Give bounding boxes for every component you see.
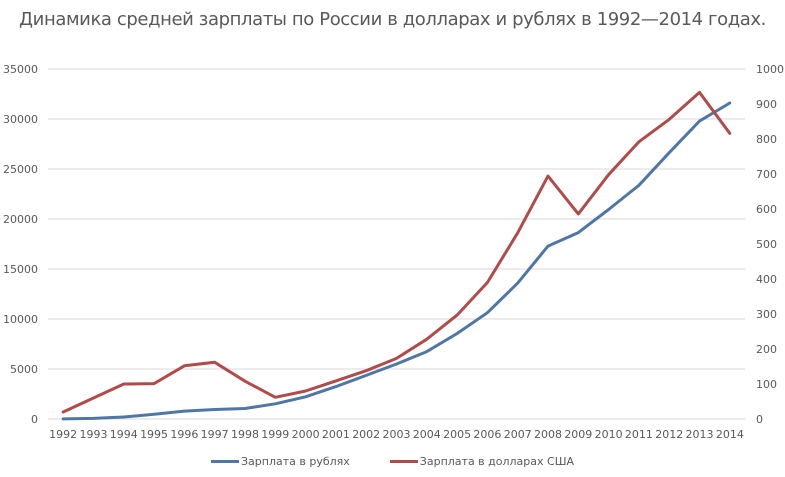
legend-label-rub: Зарплата в рублях <box>241 455 350 468</box>
x-axis-tick-label: 2011 <box>625 428 653 441</box>
legend-label-usd: Зарплата в долларах США <box>419 455 574 468</box>
x-axis-tick-label: 2009 <box>564 428 592 441</box>
left-y-axis: 0 5000 10000 15000 20000 25000 30000 35000 <box>3 63 38 426</box>
x-axis-tick-label: 1999 <box>261 428 289 441</box>
right-axis-tick-label: 600 <box>756 203 777 216</box>
legend-item-rub[interactable]: Зарплата в рублях <box>211 455 350 468</box>
x-axis-tick-label: 2000 <box>292 428 320 441</box>
series-line-rub <box>61 101 732 421</box>
right-axis-tick-label: 700 <box>756 168 777 181</box>
x-axis-tick-label: 1992 <box>49 428 77 441</box>
right-axis-tick-label: 0 <box>756 413 763 426</box>
x-axis-tick-label: 2008 <box>534 428 562 441</box>
x-axis: 1992 1993 1994 1995 1996 1997 1998 1999 2000 2001… <box>49 428 744 441</box>
series-line-usd <box>61 90 732 414</box>
x-axis-tick-label: 1995 <box>140 428 168 441</box>
x-axis-tick-label: 2010 <box>595 428 623 441</box>
left-axis-tick-label: 35000 <box>3 63 38 76</box>
x-axis-tick-label: 2012 <box>655 428 683 441</box>
left-axis-tick-label: 0 <box>31 413 38 426</box>
right-axis-tick-label: 400 <box>756 273 777 286</box>
legend-swatch-rub <box>211 460 239 463</box>
right-axis-tick-label: 200 <box>756 343 777 356</box>
series-lines <box>61 90 732 421</box>
legend-item-usd[interactable]: Зарплата в долларах США <box>389 455 574 468</box>
right-axis-tick-label: 100 <box>756 378 777 391</box>
chart-title-text: Динамика средней зарплаты по России в до… <box>19 9 766 30</box>
x-axis-tick-label: 2004 <box>413 428 441 441</box>
right-axis-tick-label: 500 <box>756 238 777 251</box>
legend: Зарплата в рублях Зарплата в долларах СШ… <box>0 455 785 468</box>
left-axis-tick-label: 15000 <box>3 263 38 276</box>
right-axis-tick-label: 800 <box>756 133 777 146</box>
right-axis-tick-label: 900 <box>756 98 777 111</box>
chart-title: Динамика средней зарплаты по России в до… <box>0 8 785 32</box>
x-axis-tick-label: 2003 <box>383 428 411 441</box>
right-y-axis: 0 100 200 300 400 500 600 700 800 900 1000 <box>756 63 784 426</box>
x-axis-tick-label: 2014 <box>716 428 744 441</box>
x-axis-tick-label: 1998 <box>231 428 259 441</box>
x-axis-tick-label: 1994 <box>110 428 138 441</box>
x-axis-tick-label: 1996 <box>170 428 198 441</box>
x-axis-tick-label: 2013 <box>686 428 714 441</box>
x-axis-tick-label: 1997 <box>201 428 229 441</box>
right-axis-tick-label: 300 <box>756 308 777 321</box>
x-axis-tick-label: 2006 <box>473 428 501 441</box>
right-axis-tick-label: 1000 <box>756 63 784 76</box>
x-axis-tick-label: 2005 <box>443 428 471 441</box>
x-axis-tick-label: 2007 <box>504 428 532 441</box>
x-axis-tick-label: 2001 <box>322 428 350 441</box>
x-axis-tick-label: 2002 <box>352 428 380 441</box>
left-axis-tick-label: 30000 <box>3 113 38 126</box>
left-axis-tick-label: 10000 <box>3 313 38 326</box>
legend-swatch-usd <box>389 460 418 463</box>
gridlines <box>48 68 745 420</box>
left-axis-tick-label: 5000 <box>10 363 38 376</box>
left-axis-tick-label: 25000 <box>3 163 38 176</box>
x-axis-tick-label: 1993 <box>79 428 107 441</box>
left-axis-tick-label: 20000 <box>3 213 38 226</box>
